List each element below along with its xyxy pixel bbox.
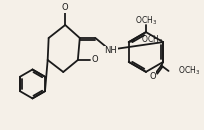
Text: O: O <box>92 56 98 64</box>
Text: NH: NH <box>104 46 117 55</box>
Text: OCH$_3$: OCH$_3$ <box>141 33 164 46</box>
Text: O: O <box>62 3 69 12</box>
Text: O: O <box>149 72 156 81</box>
Text: OCH$_3$: OCH$_3$ <box>135 14 157 27</box>
Text: OCH$_3$: OCH$_3$ <box>177 65 200 77</box>
